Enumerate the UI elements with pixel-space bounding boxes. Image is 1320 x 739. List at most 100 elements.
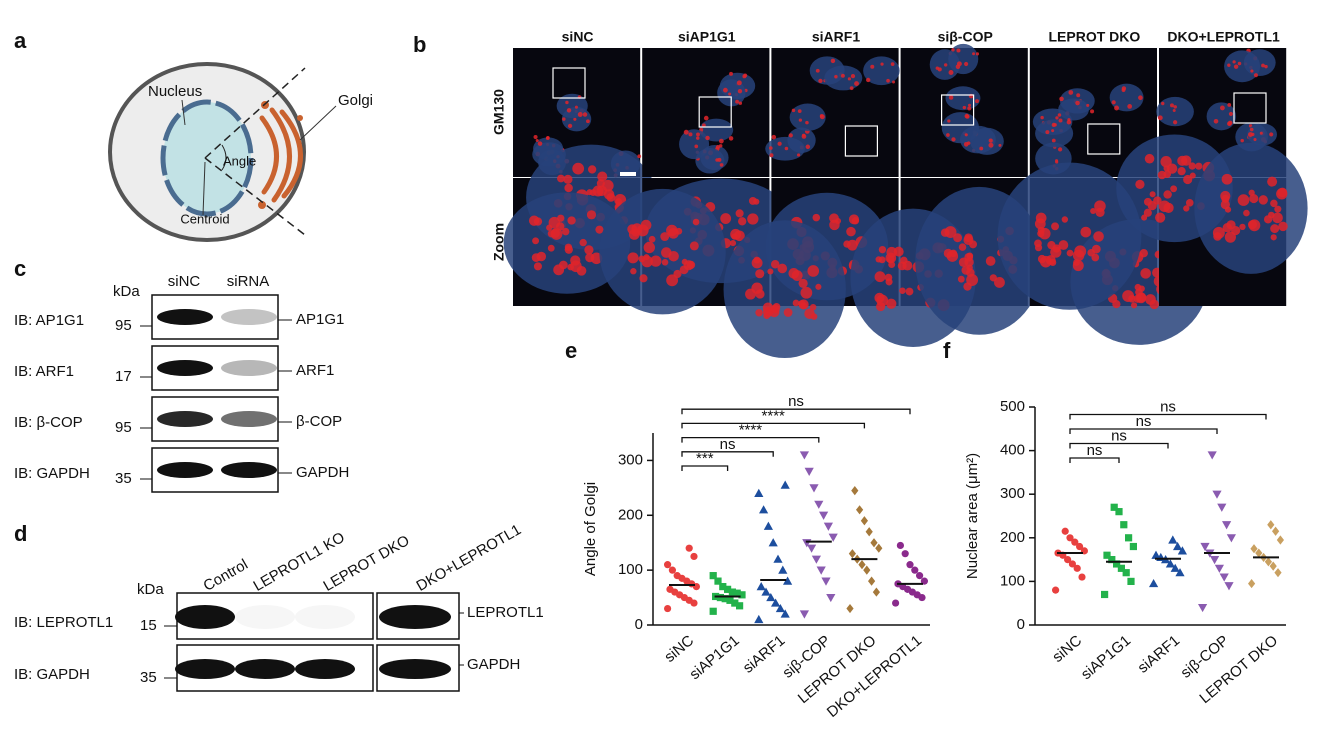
golgi-signal [715,158,719,162]
golgi-signal [639,274,648,283]
data-point [709,607,717,615]
data-point [811,555,821,564]
x-tick-label: siAP1G1 [686,632,742,683]
significance-bar [681,408,911,415]
significance-bar [1069,413,1267,420]
significance-label: ns [788,393,804,410]
golgi-signal [988,138,993,143]
significance-bar [1069,457,1120,463]
data-point [709,572,717,580]
data-point [1101,590,1109,599]
y-axis-label: Nuclear area (μm²) [964,453,981,579]
golgi-signal [1080,226,1092,238]
golgi-signal [1038,227,1051,240]
golgi-signal [586,210,597,220]
y-tick-label: 0 [1017,616,1025,633]
golgi-signal [1232,60,1236,64]
golgi-signal [963,141,969,147]
golgi-signal [985,256,996,266]
data-point [1068,560,1076,568]
golgi-signal [574,105,578,109]
golgi-signal [783,308,793,317]
golgi-signal [1212,226,1225,239]
golgi-signal [1264,64,1268,69]
golgi-signal [595,225,604,234]
data-point [1217,503,1227,512]
golgi-signal [563,174,573,184]
nucleus [997,162,1142,310]
ib-label: IB: LEPROTL1 [14,614,113,631]
data-point [863,565,871,575]
golgi-signal [1138,95,1143,101]
golgi-signal [1247,220,1257,230]
golgi-signal [1061,216,1069,223]
golgi-signal [834,74,838,79]
data-point [1076,542,1084,551]
golgi-signal [1090,109,1095,114]
data-point [1267,520,1275,530]
data-point [1066,534,1074,542]
golgi-signal [885,252,897,264]
data-point [754,614,764,624]
data-point [780,609,790,618]
data-point [1168,535,1178,544]
data-point [1151,550,1161,559]
data-point [872,587,880,597]
golgi-signal [1072,249,1085,262]
golgi-signal [755,309,763,317]
golgi-signal [1183,205,1190,212]
golgi-signal [694,144,699,149]
golgi-signal [719,163,724,167]
protein-label: GAPDH [467,656,520,673]
golgi-signal [1188,162,1196,170]
golgi-signal [943,63,948,67]
golgi-signal [953,233,963,243]
golgi-signal [1269,132,1274,137]
data-point [1129,542,1137,551]
data-point [870,538,878,548]
golgi-signal [570,255,581,266]
y-tick-label: 300 [1000,485,1025,502]
data-point [868,576,876,586]
golgi-signal [1086,103,1090,107]
golgi-signal [679,265,689,275]
golgi-signal [1075,100,1080,106]
golgi-signal [567,123,573,129]
golgi-signal [602,179,614,192]
golgi-signal [1066,119,1072,125]
golgi-signal [1213,118,1219,124]
x-tick-label: siNC [1049,632,1085,666]
golgi-signal [988,142,994,148]
data-point [731,599,739,607]
label: Angle [223,153,256,168]
data-point [1255,548,1263,558]
golgi-signal [870,64,875,69]
x-tick-label: siAP1G1 [1078,632,1134,683]
golgi-signal [958,257,969,267]
row-header: GM130 [491,89,507,135]
golgi-signal [809,303,817,311]
data-point [1200,542,1210,552]
golgi-signal [951,137,956,142]
kda-label: kDa [113,283,140,300]
nucleus [723,220,846,359]
data-point [768,538,778,547]
data-point [1073,564,1081,572]
marker-label: 95 [115,419,132,436]
golgi-signal [804,308,815,319]
golgi-signal [1219,105,1225,111]
golgi-signal [637,154,642,159]
nucleus [1058,98,1089,121]
golgi-signal [1058,240,1069,250]
golgi-signal [1224,231,1236,243]
zoom-box [1233,92,1267,124]
golgi-signal [964,133,968,137]
golgi-signal [1051,222,1059,231]
golgi-signal [561,227,570,236]
golgi-signal [1239,223,1246,231]
golgi-signal [979,146,984,151]
golgi-signal [1051,122,1056,128]
data-point [1222,521,1232,530]
y-tick-label: 200 [1000,529,1025,546]
